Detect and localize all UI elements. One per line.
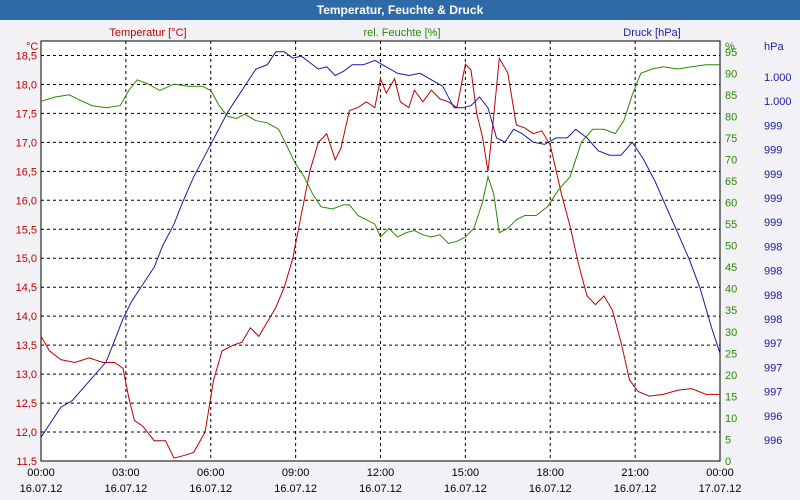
y-tick-humidity: 20: [725, 370, 737, 382]
y-tick-humidity: 30: [725, 327, 737, 339]
y-tick-temperature: 14,5: [16, 282, 37, 294]
y-tick-pressure: 999: [764, 145, 782, 157]
y-tick-temperature: 12,0: [16, 427, 37, 439]
chart-title: Temperatur, Feuchte & Druck: [0, 0, 800, 20]
y-tick-humidity: 85: [725, 90, 737, 102]
y-tick-temperature: 13,0: [16, 369, 37, 381]
y-tick-pressure: 996: [764, 435, 782, 447]
y-tick-temperature: 17,0: [16, 137, 37, 149]
y-tick-humidity: 55: [725, 219, 737, 231]
x-tick-time: 18:00: [536, 467, 564, 479]
y-tick-humidity: 75: [725, 133, 737, 145]
y-tick-pressure: 998: [764, 241, 782, 253]
y-tick-pressure: 999: [764, 120, 782, 132]
y-tick-pressure: 997: [764, 338, 782, 350]
y-tick-humidity: 80: [725, 111, 737, 123]
y-tick-humidity: 60: [725, 198, 737, 210]
y-tick-temperature: 15,5: [16, 224, 37, 236]
y-tick-humidity: 95: [725, 47, 737, 59]
x-tick-date: 16.07.12: [444, 483, 487, 495]
y-tick-humidity: 65: [725, 176, 737, 188]
y-tick-humidity: 45: [725, 262, 737, 274]
x-tick-time: 12:00: [367, 467, 395, 479]
y-tick-temperature: 17,5: [16, 108, 37, 120]
x-tick-date: 16.07.12: [274, 483, 317, 495]
y-tick-humidity: 10: [725, 413, 737, 425]
y-tick-pressure: 996: [764, 411, 782, 423]
y-tick-pressure: 998: [764, 290, 782, 302]
x-tick-date: 16.07.12: [614, 483, 657, 495]
x-tick-time: 00:00: [27, 467, 55, 479]
y-tick-temperature: 14,0: [16, 311, 37, 323]
y-tick-pressure: 999: [764, 169, 782, 181]
y-tick-temperature: 11,5: [16, 456, 37, 468]
x-tick-date: 16.07.12: [529, 483, 572, 495]
y-tick-humidity: 90: [725, 68, 737, 80]
y-tick-pressure: 1.000: [764, 72, 792, 84]
y-tick-temperature: 12,5: [16, 398, 37, 410]
y-tick-temperature: 18,5: [16, 50, 37, 62]
y-tick-humidity: 15: [725, 391, 737, 403]
y-tick-pressure: 999: [764, 217, 782, 229]
x-tick-time: 21:00: [621, 467, 649, 479]
temperature-unit: °C: [26, 41, 38, 53]
x-tick-time: 15:00: [452, 467, 480, 479]
y-tick-pressure: 998: [764, 314, 782, 326]
humidity-unit: %: [725, 41, 735, 53]
y-tick-humidity: 25: [725, 348, 737, 360]
y-tick-humidity: 50: [725, 241, 737, 253]
pressure-unit: hPa: [764, 41, 784, 53]
temperature-axis-label: Temperatur [°C]: [109, 27, 186, 39]
y-tick-pressure: 998: [764, 266, 782, 278]
x-tick-time: 03:00: [112, 467, 140, 479]
x-tick-date: 16.07.12: [189, 483, 232, 495]
y-tick-temperature: 13,5: [16, 340, 37, 352]
series-line-pressure: [40, 51, 721, 438]
chart-canvas: 00:00 16.07.12 03:00 16.07.12 06:00 16.07.12 0…: [16, 27, 792, 495]
x-tick-date: 16.07.12: [104, 483, 147, 495]
pressure-axis-label: Druck [hPa]: [623, 27, 680, 39]
y-tick-humidity: 5: [725, 434, 731, 446]
x-tick-time: 00:00: [706, 467, 734, 479]
x-tick-date: 16.07.12: [359, 483, 402, 495]
y-tick-pressure: 1.000: [764, 96, 792, 108]
series-line-temperature: [40, 56, 720, 459]
y-tick-temperature: 15,0: [16, 253, 37, 265]
x-tick-time: 06:00: [197, 467, 225, 479]
y-tick-humidity: 70: [725, 154, 737, 166]
grid-lines: [41, 41, 720, 462]
y-tick-temperature: 16,5: [16, 166, 37, 178]
y-tick-pressure: 997: [764, 362, 782, 374]
y-tick-humidity: 0: [725, 456, 731, 468]
x-tick-date: 17.07.12: [699, 483, 742, 495]
series-layer: [40, 51, 721, 459]
y-tick-humidity: 35: [725, 305, 737, 317]
humidity-axis-label: rel. Feuchte [%]: [363, 27, 440, 39]
y-tick-humidity: 40: [725, 284, 737, 296]
y-tick-pressure: 999: [764, 193, 782, 205]
y-tick-temperature: 16,0: [16, 195, 37, 207]
labels-layer: 00:00 16.07.12 03:00 16.07.12 06:00 16.07.12 0…: [16, 27, 792, 495]
y-tick-pressure: 997: [764, 387, 782, 399]
series-line-humidity: [40, 64, 720, 245]
y-tick-temperature: 18,0: [16, 79, 37, 91]
x-tick-time: 09:00: [282, 467, 310, 479]
x-tick-date: 16.07.12: [20, 483, 63, 495]
